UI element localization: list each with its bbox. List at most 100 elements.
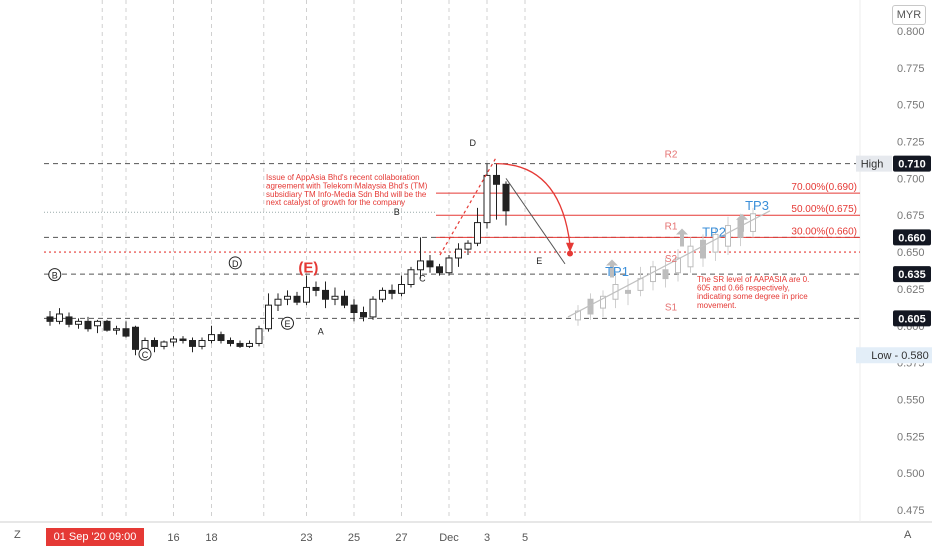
wave-circle [281,316,294,330]
ghost-candle [687,245,694,268]
wave-label: B [394,207,400,217]
wave-label: D [470,138,477,148]
y-tick-label: 0.750 [897,100,925,112]
candle [94,320,101,327]
y-tick-label: 0.800 [897,26,925,38]
candle [179,338,187,342]
price-label-box [856,347,932,364]
price-label-prefix-box [856,155,892,172]
annotation-text: Issue of AppAsia Bhd's recent collaborat… [266,173,420,182]
y-tick-label: 0.500 [897,468,925,480]
candle [217,334,225,342]
auto-scale-button[interactable]: A [904,529,912,541]
y-tick-label: 0.700 [897,173,925,185]
y-tick-label: 0.475 [897,505,925,517]
wave-circle [138,347,152,361]
candle [369,298,377,318]
wave-label: C [419,274,426,284]
candle [132,326,139,350]
candle [227,340,234,344]
candle [65,316,73,325]
arrow-head-icon [566,242,574,253]
candle [103,320,111,331]
candle [331,295,339,300]
candle [464,242,472,250]
annotation-text: subsidiary TM Info-Media Sdn Bhd will be… [266,190,427,199]
currency-label[interactable]: MYR [892,5,926,25]
candle [322,289,329,300]
wave-label: D [232,259,239,269]
candle [170,338,177,343]
ghost-trendline [567,210,771,318]
x-tick-label: 27 [395,532,407,544]
annotation-text: next catalyst of growth for the company [266,198,405,207]
y-tick-label: 0.775 [897,63,925,75]
candle [255,328,263,344]
candle [350,304,358,314]
tp-label: TP1 [605,264,629,279]
fib-label: 70.00%(0.690) [791,182,857,193]
candle [493,174,500,185]
annotation-text: movement. [697,301,737,310]
wave-label: B [52,271,58,281]
x-tick-label: 3 [484,532,490,544]
ghost-candle [700,239,706,259]
up-arrow-icon [606,259,618,278]
ghost-candle [725,225,731,247]
x-tick-label: Dec [439,532,459,544]
ghost-candle [662,269,669,280]
candle [341,295,348,306]
candle [474,222,481,244]
up-arrow-icon [676,228,688,247]
candle [407,269,415,286]
candle [189,340,196,347]
price-label-prefix: High [861,159,884,171]
z-button[interactable]: Z [14,529,21,541]
ghost-candle [712,233,719,253]
y-tick-label: 0.525 [897,431,925,443]
price-label-box [893,310,931,327]
time-badge: 01 Sep '20 09:00 [46,528,144,546]
x-tick-label: 23 [300,532,312,544]
x-tick-label: 18 [205,532,217,544]
ghost-candle [675,257,681,274]
candle [208,334,215,342]
fib-label: 30.00%(0.660) [791,226,857,237]
y-tick-label: 0.675 [897,210,925,222]
price-label-value: 0.710 [898,159,926,171]
wave-label: E [536,256,542,266]
annotation-text: indicating some degree in price [697,292,808,301]
up-arrow-icon [736,213,748,232]
candle [388,289,396,294]
x-tick-label: 25 [348,532,360,544]
candle [265,304,272,330]
price-label-box [893,155,931,172]
price-label-value: 0.635 [898,269,926,281]
ghost-candle [625,289,631,294]
candle [417,260,424,271]
price-label-value: 0.605 [898,313,926,325]
target-dot [567,250,573,257]
sr-label: R2 [665,149,678,160]
wave-label: (E) [298,260,318,277]
tp-label: TP3 [745,198,769,213]
candle [502,183,510,212]
tp-label: TP2 [702,224,726,239]
ghost-candle [600,295,606,309]
annotation-text: 605 and 0.66 respectively, [697,284,790,293]
fib-label: 50.00%(0.675) [791,204,857,215]
candle [274,298,282,306]
candle [303,286,310,303]
candle [455,248,462,259]
x-tick-label: 16 [167,532,179,544]
sr-label: R1 [665,222,678,233]
candle [198,340,206,347]
candle [160,341,168,347]
candle [246,342,253,347]
candle [436,266,443,274]
candle [426,260,434,268]
sr-label: S1 [665,303,678,314]
candle [113,328,120,331]
